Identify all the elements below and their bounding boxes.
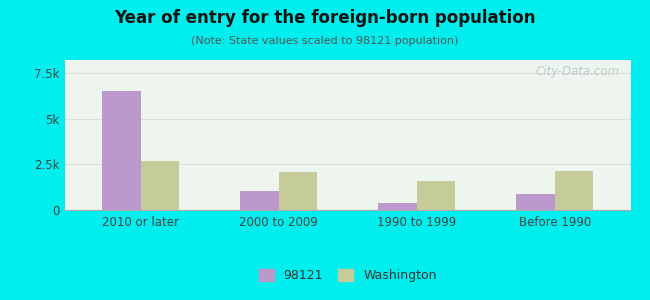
- Text: Year of entry for the foreign-born population: Year of entry for the foreign-born popul…: [114, 9, 536, 27]
- Bar: [378, 203, 417, 210]
- Bar: [279, 172, 317, 210]
- Text: City-Data.com: City-Data.com: [535, 64, 619, 77]
- Bar: [554, 171, 593, 210]
- Bar: [516, 194, 554, 210]
- Bar: [417, 181, 456, 210]
- Bar: [240, 191, 279, 210]
- Text: (Note: State values scaled to 98121 population): (Note: State values scaled to 98121 popu…: [191, 36, 459, 46]
- Legend: 98121, Washington: 98121, Washington: [259, 268, 437, 282]
- Bar: [141, 160, 179, 210]
- Bar: [102, 91, 141, 210]
